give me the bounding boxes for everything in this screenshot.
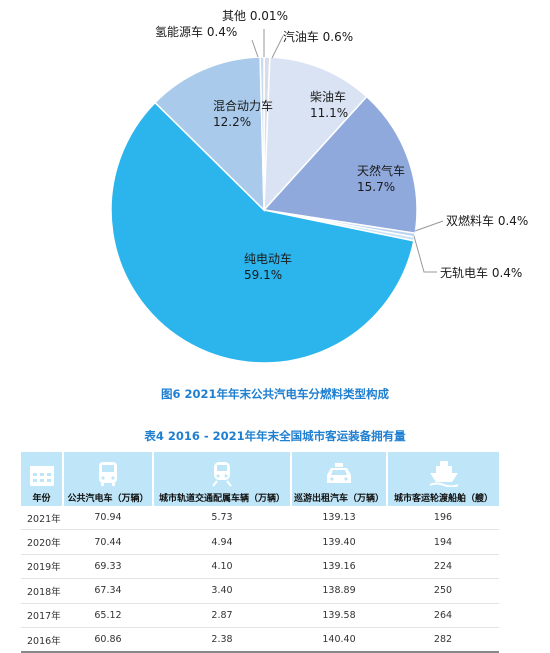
cell-metro: 4.10 (153, 554, 291, 578)
leader-line (415, 221, 443, 231)
slice-label: 无轨电车 0.4% (440, 265, 522, 280)
leader-line (252, 40, 258, 57)
cell-metro: 4.94 (153, 530, 291, 554)
table-row: 2018年 67.34 3.40 138.89 250 (21, 579, 499, 603)
bus-icon (95, 461, 121, 487)
train-icon (209, 461, 235, 487)
cell-year: 2021年 (21, 506, 63, 530)
cell-ferry: 264 (387, 603, 499, 627)
header-bus: 公共汽电车（万辆） (63, 452, 153, 506)
calendar-icon (29, 463, 55, 487)
header-taxi: 巡游出租汽车（万辆） (291, 452, 387, 506)
cell-ferry: 224 (387, 554, 499, 578)
chart-title: 图6 2021年年末公共汽电车分燃料类型构成 (0, 386, 550, 402)
table-caption: 表4 2016 - 2021年年末全国城市客运装备拥有量 (0, 428, 550, 444)
leader-line (272, 36, 283, 58)
leader-line (414, 236, 437, 272)
cell-ferry: 196 (387, 506, 499, 530)
cell-year: 2017年 (21, 603, 63, 627)
header-ferry: 城市客运轮渡船舶（艘） (387, 452, 499, 506)
cell-taxi: 139.40 (291, 530, 387, 554)
slice-label: 其他 0.01% (222, 9, 288, 23)
cell-ferry: 194 (387, 530, 499, 554)
cell-year: 2018年 (21, 579, 63, 603)
cell-metro: 5.73 (153, 506, 291, 530)
slice-label: 汽油车 0.6% (283, 29, 353, 44)
taxi-icon (324, 463, 354, 487)
cell-metro: 3.40 (153, 579, 291, 603)
cell-bus: 70.44 (63, 530, 153, 554)
table-row: 2020年 70.44 4.94 139.40 194 (21, 530, 499, 554)
cell-year: 2020年 (21, 530, 63, 554)
equipment-table: 年份 公共汽电车（万辆） 城市轨道交通配属车辆（万辆） (21, 452, 499, 653)
cell-taxi: 138.89 (291, 579, 387, 603)
cell-metro: 2.87 (153, 603, 291, 627)
header-year: 年份 (21, 452, 63, 506)
table-header-row: 年份 公共汽电车（万辆） 城市轨道交通配属车辆（万辆） (21, 452, 499, 506)
table-row: 2017年 65.12 2.87 139.58 264 (21, 603, 499, 627)
table-row: 2019年 69.33 4.10 139.16 224 (21, 554, 499, 578)
cell-taxi: 139.16 (291, 554, 387, 578)
cell-bus: 67.34 (63, 579, 153, 603)
cell-bus: 65.12 (63, 603, 153, 627)
cell-bus: 69.33 (63, 554, 153, 578)
table-row: 2021年 70.94 5.73 139.13 196 (21, 506, 499, 530)
slice-label: 氢能源车 0.4% (155, 24, 237, 39)
cell-taxi: 139.13 (291, 506, 387, 530)
header-metro: 城市轨道交通配属车辆（万辆） (153, 452, 291, 506)
cell-year: 2019年 (21, 554, 63, 578)
slice-label: 双燃料车 0.4% (446, 213, 528, 228)
ferry-icon (428, 461, 460, 487)
cell-bus: 70.94 (63, 506, 153, 530)
cell-taxi: 139.58 (291, 603, 387, 627)
cell-ferry: 250 (387, 579, 499, 603)
